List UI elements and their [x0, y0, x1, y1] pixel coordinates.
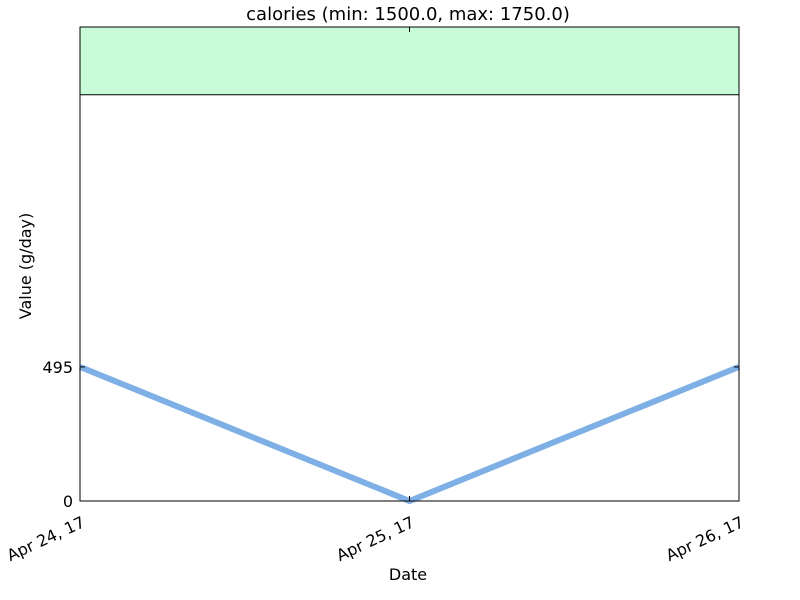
target-band: [80, 27, 739, 95]
plot-frame: [79, 26, 740, 502]
x-tick-label-1: Apr 25, 17: [333, 512, 417, 565]
y-tick-label-0: 0: [63, 492, 73, 511]
plot-area: Apr 24, 17 Apr 25, 17 Apr 26, 17 0 495: [4, 26, 747, 565]
chart-title: calories (min: 1500.0, max: 1750.0): [246, 4, 570, 25]
series-line-0: [78, 364, 741, 505]
y-axis-label: Value (g/day): [16, 213, 35, 319]
y-tick-label-1: 495: [42, 358, 73, 377]
x-tick-label-0: Apr 24, 17: [4, 512, 88, 565]
x-axis-label: Date: [389, 565, 427, 584]
x-tick-label-2: Apr 26, 17: [663, 512, 747, 565]
